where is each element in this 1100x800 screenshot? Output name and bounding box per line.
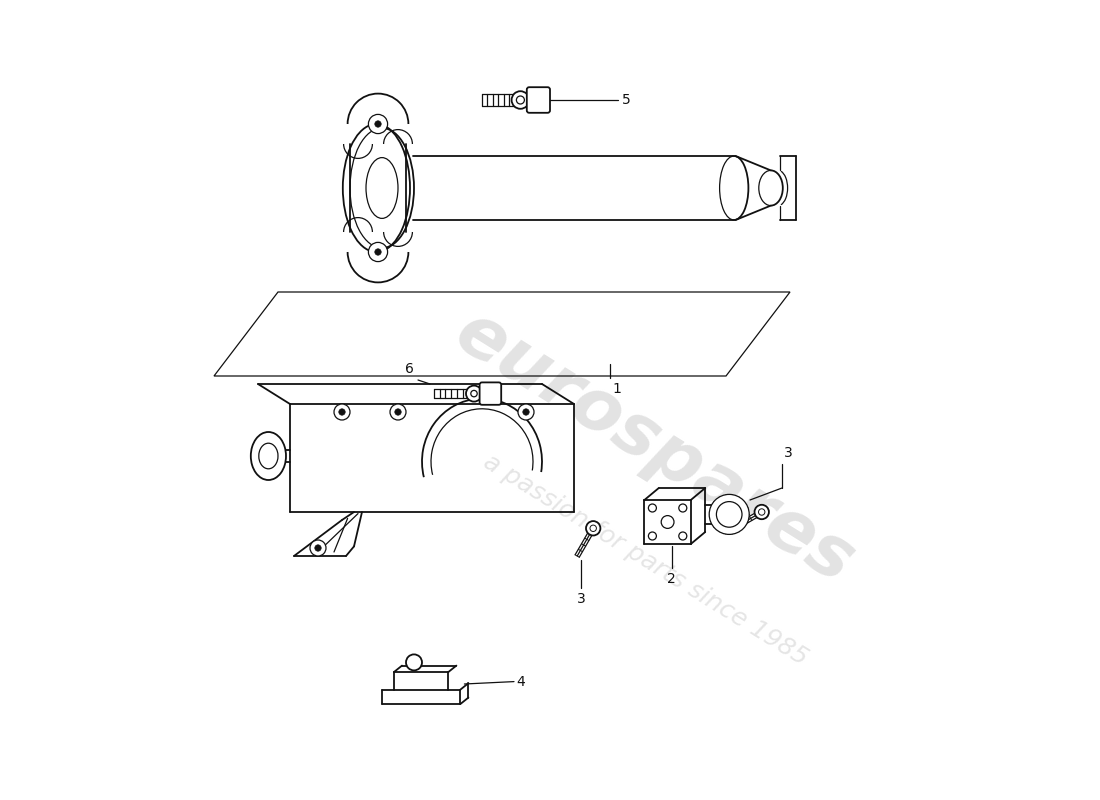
Circle shape [522,409,529,415]
Text: 4: 4 [516,674,525,689]
Circle shape [310,540,326,556]
Circle shape [590,525,596,531]
Circle shape [648,532,657,540]
Circle shape [395,409,402,415]
FancyBboxPatch shape [480,382,502,405]
Text: 3: 3 [576,592,585,606]
Circle shape [661,516,674,528]
Circle shape [518,404,534,420]
Text: a passion for parts since 1985: a passion for parts since 1985 [480,450,813,670]
Circle shape [516,96,525,104]
FancyBboxPatch shape [527,87,550,113]
Circle shape [716,502,742,527]
Circle shape [471,390,477,397]
Text: 1: 1 [613,382,621,396]
Text: 3: 3 [784,446,793,460]
Circle shape [375,121,382,127]
Circle shape [315,545,321,551]
Circle shape [390,404,406,420]
Circle shape [586,521,601,535]
Text: 6: 6 [405,362,414,376]
Circle shape [368,242,387,262]
Circle shape [339,409,345,415]
Circle shape [755,505,769,519]
Circle shape [710,494,749,534]
Circle shape [679,504,686,512]
Circle shape [466,386,482,402]
Circle shape [368,114,387,134]
Circle shape [648,504,657,512]
Circle shape [679,532,686,540]
Circle shape [334,404,350,420]
Circle shape [512,91,529,109]
Text: 2: 2 [668,572,676,586]
Circle shape [759,509,764,515]
Circle shape [406,654,422,670]
Text: eurospares: eurospares [442,298,866,598]
Circle shape [375,249,382,255]
Text: 5: 5 [621,93,630,107]
